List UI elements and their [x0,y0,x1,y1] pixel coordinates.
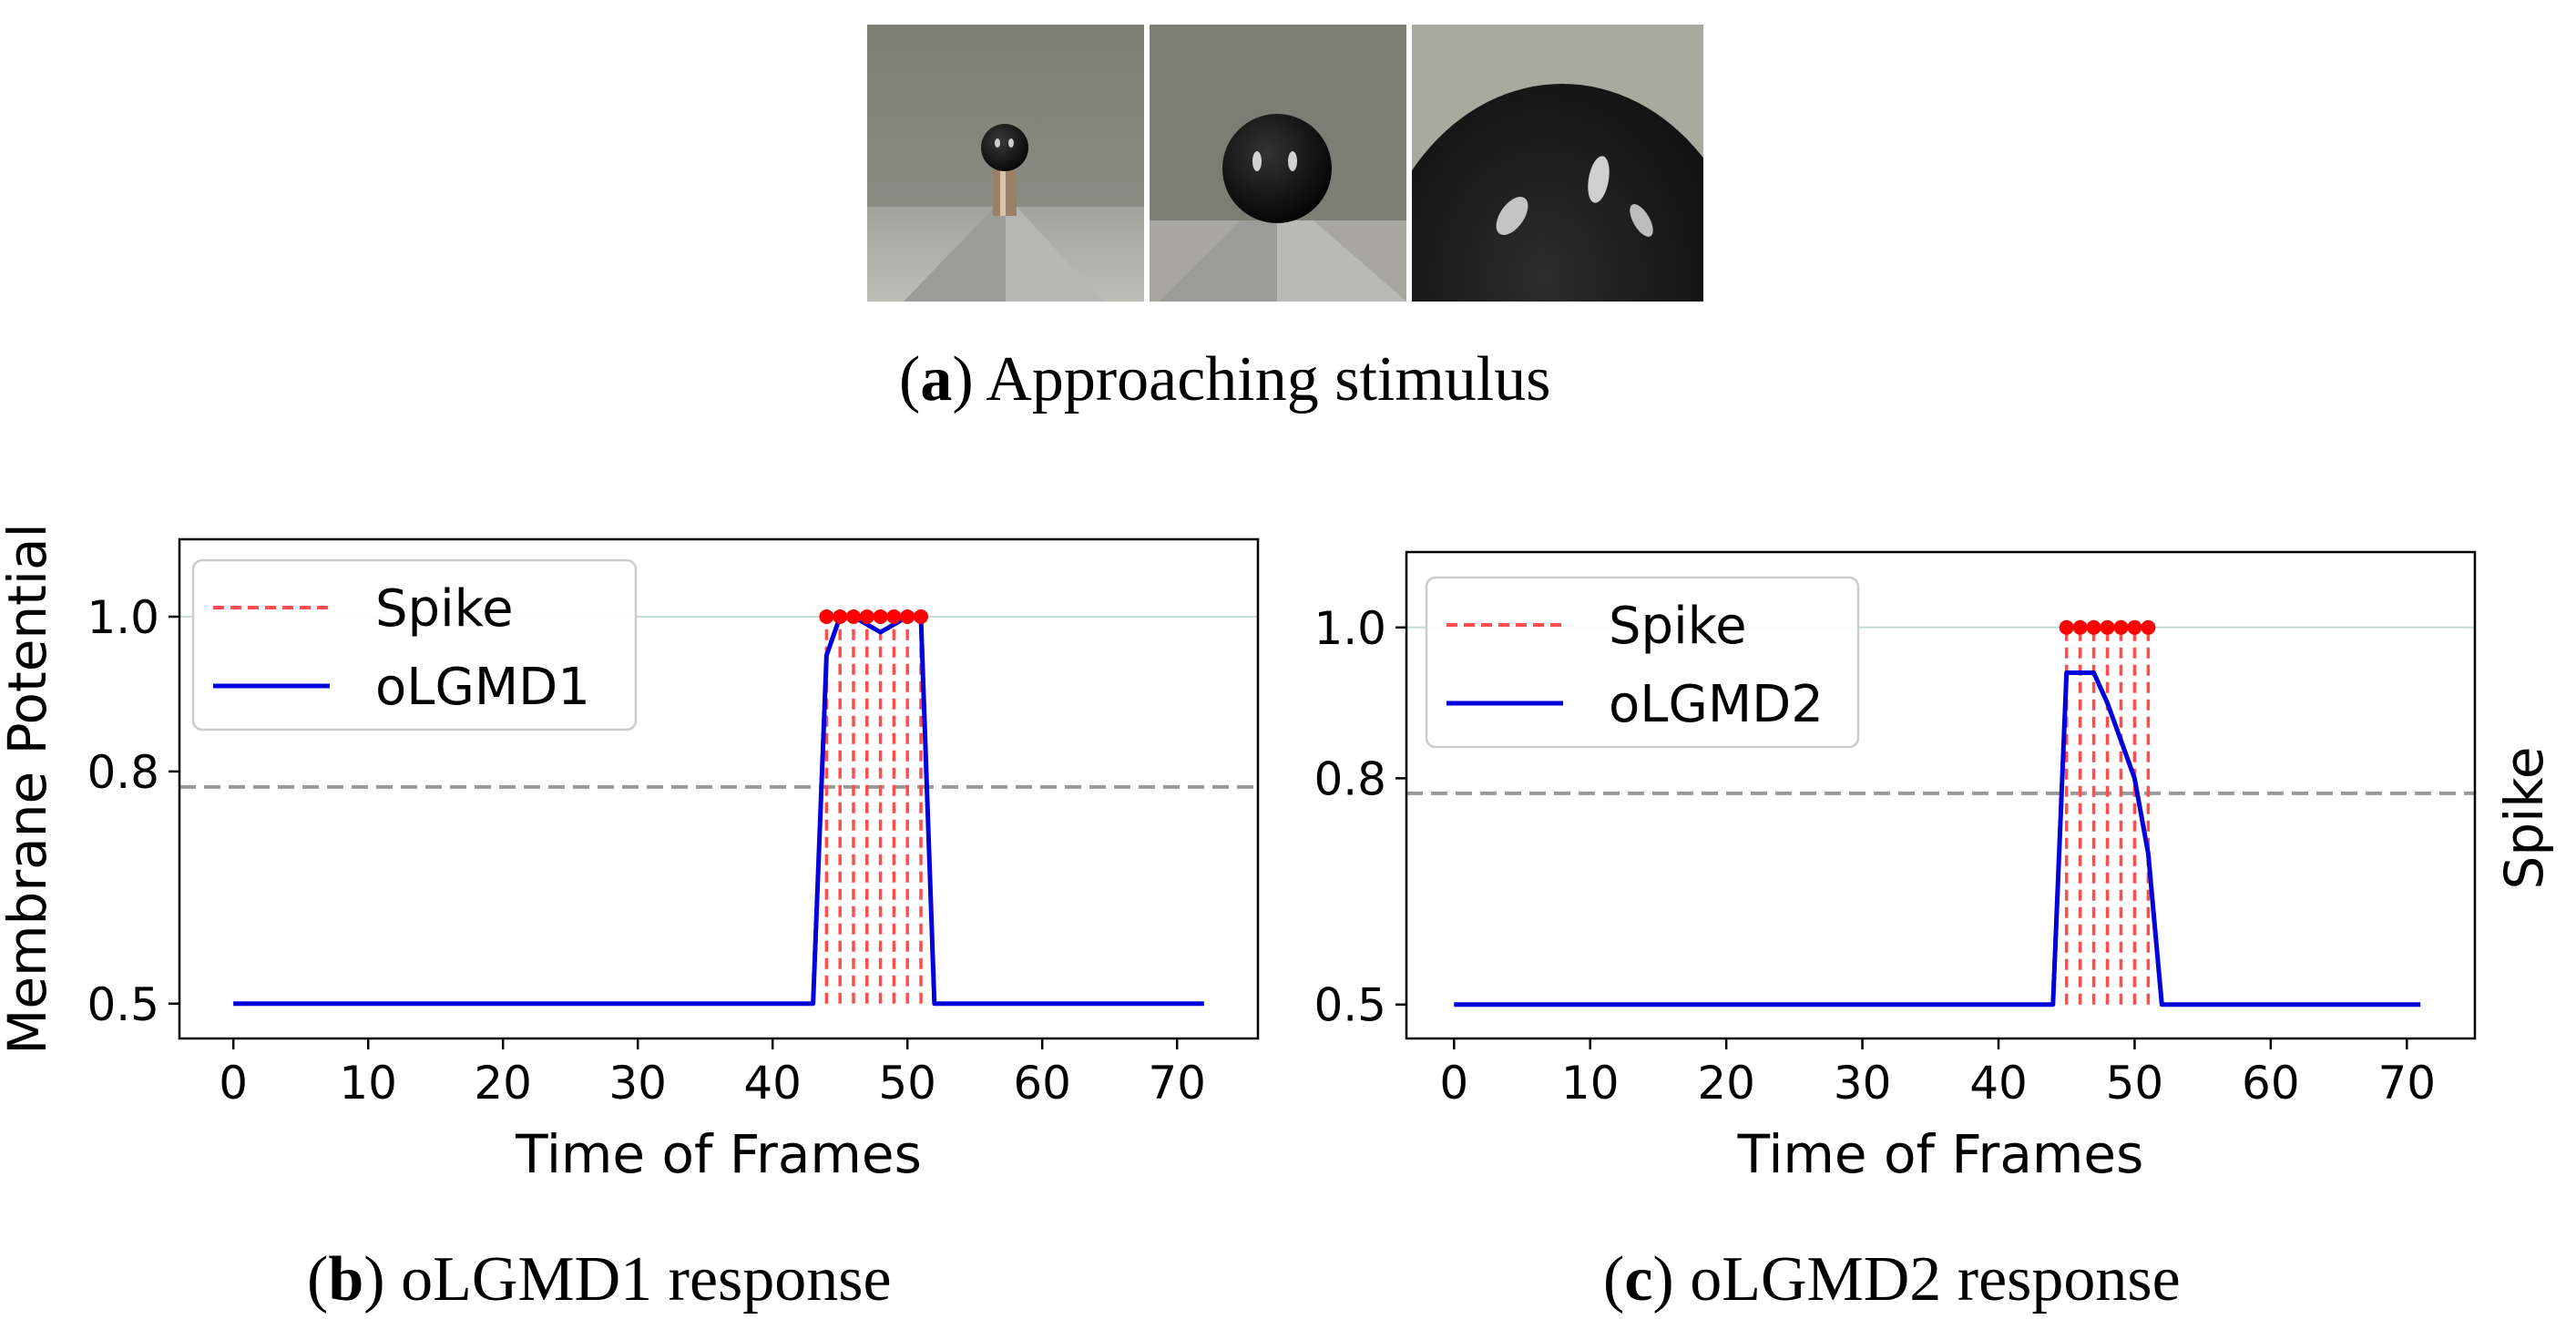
olgmd1-spike-marker [859,609,874,624]
right-axis-label-text: Spike [2493,747,2555,890]
olgmd2-spike-marker [2141,619,2156,635]
olgmd2-spike-marker [2059,619,2074,635]
olgmd1-potential-line [233,614,1204,1007]
caption-c-letter: c [1624,1244,1653,1314]
caption-a-text: Approaching stimulus [986,344,1551,414]
olgmd1-xtick-label: 10 [339,1057,397,1110]
olgmd1-spike-marker [846,609,861,624]
chart-olgmd1: 0 10 20 30 40 50 60 70 0.5 0.8 1.0 Time of Frames Me… [0,510,1275,1202]
olgmd2-xtick-label: 40 [1969,1057,2028,1110]
olgmd2-ytick-label: 0.5 [1314,979,1386,1032]
olgmd1-ytick-label: 0.5 [87,978,159,1031]
olgmd1-spike-marker [900,609,915,624]
stimulus-photo-strip [867,25,1703,302]
olgmd2-spike-marker [2072,619,2088,635]
olgmd1-spike-marker [886,609,902,624]
olgmd1-spike-marker [819,609,834,624]
olgmd2-xtick-label: 10 [1561,1057,1620,1110]
right-axis-label: Spike [2491,736,2564,900]
olgmd2-spike-marker [2086,619,2101,635]
olgmd1-legend-spike-label: Spike [375,579,514,639]
caption-a-letter: a [920,344,953,414]
olgmd1-xtick-label: 30 [608,1057,667,1110]
olgmd2-axes-frame [1405,550,2477,1040]
olgmd2-xtick-label: 30 [1834,1057,1892,1110]
olgmd2-xtick-label: 20 [1697,1057,1755,1110]
olgmd2-spike-marker [2113,619,2129,635]
chart-olgmd1-plot: 0 10 20 30 40 50 60 70 0.5 0.8 1.0 Time of Frames Me… [0,523,1260,1185]
caption-b-letter: b [328,1244,364,1314]
caption-b-text: oLGMD1 response [401,1244,892,1314]
olgmd2-xtick-label: 0 [1439,1057,1468,1110]
olgmd1-spike-marker [914,609,928,624]
olgmd1-legend-series-label: oLGMD1 [375,658,590,717]
chart-olgmd2: 0 10 20 30 40 50 60 70 0.5 0.8 1.0 Time of Frames Sp… [1275,510,2576,1202]
olgmd2-spike-marker [2100,619,2115,635]
olgmd2-xtick-label: 60 [2242,1057,2300,1110]
olgmd2-potential-line [1454,670,2421,1008]
olgmd1-xtick-label: 40 [743,1057,802,1110]
caption-c: (c) oLGMD2 response [1603,1244,2181,1314]
olgmd1-axes-frame [178,537,1260,1040]
olgmd1-spike-marker [873,609,888,624]
olgmd2-ytick-label: 0.8 [1314,752,1386,805]
olgmd2-xlabel: Time of Frames [1737,1123,2144,1185]
caption-a: (a) Approaching stimulus [899,344,1551,414]
olgmd1-spike-marker [833,609,848,624]
olgmd1-ytick-label: 0.8 [87,746,159,799]
olgmd1-xlabel: Time of Frames [515,1123,922,1185]
olgmd1-xtick-label: 0 [219,1057,248,1110]
olgmd1-xtick-label: 60 [1013,1057,1071,1110]
stimulus-frame-mid [1150,25,1406,302]
caption-b: (b) oLGMD1 response [307,1244,892,1314]
olgmd1-ytick-label: 1.0 [87,591,159,644]
olgmd2-ytick-label: 1.0 [1314,602,1386,655]
olgmd2-xtick-label: 70 [2377,1057,2436,1110]
stimulus-frame-far [867,25,1144,302]
chart-olgmd2-plot: 0 10 20 30 40 50 60 70 0.5 0.8 1.0 Time of Frames Sp… [1314,550,2477,1185]
stimulus-frame-near [1412,25,1703,302]
olgmd2-legend-series-label: oLGMD2 [1609,675,1824,734]
olgmd1-ylabel: Membrane Potential [0,523,58,1054]
olgmd1-xtick-label: 20 [474,1057,532,1110]
olgmd1-xtick-label: 50 [878,1057,936,1110]
olgmd2-legend-spike-label: Spike [1609,597,1747,656]
olgmd1-xtick-label: 70 [1148,1057,1206,1110]
caption-c-text: oLGMD2 response [1690,1244,2181,1314]
olgmd2-xtick-label: 50 [2106,1057,2164,1110]
olgmd2-spike-marker [2127,619,2142,635]
